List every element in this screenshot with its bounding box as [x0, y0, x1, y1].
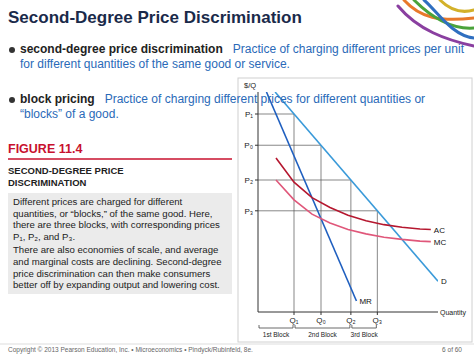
footer-rule — [0, 344, 474, 345]
y-axis — [258, 92, 259, 312]
y-tick — [255, 180, 258, 181]
figure-caption: Different prices are charged for differe… — [8, 193, 232, 294]
series-label: MC — [434, 238, 447, 247]
y-tick-label: P₁ — [245, 110, 253, 119]
chart-frame — [238, 78, 472, 342]
x-axis — [258, 312, 438, 313]
series-group — [266, 92, 438, 301]
block-label: 1st Block — [263, 331, 290, 338]
block-label: 2nd Block — [308, 331, 337, 338]
footer-page: 6 of 60 — [442, 346, 462, 353]
x-tick — [377, 312, 378, 315]
series-line — [275, 92, 438, 281]
y-tick — [255, 145, 258, 146]
price-guides — [258, 114, 377, 312]
x-tick — [294, 312, 295, 315]
bullet: second-degree price discriminationPracti… — [20, 42, 465, 72]
bullet: block pricingPractice of charging differ… — [20, 92, 465, 122]
block-label: 3rd Block — [351, 331, 379, 338]
decor-cable — [440, 0, 474, 11]
y-tick-label: P₃ — [244, 207, 253, 216]
series-label: MR — [359, 297, 372, 306]
x-tick — [350, 312, 351, 315]
block-bracket — [352, 325, 376, 328]
decor-cable — [414, 0, 474, 28]
price-guide — [258, 180, 351, 312]
chart: Q₁ Q₀ Q₂ Q₃ P₁ P₀ P₂ P₃ $/Q Quantity D MR AC MC 1st Bl… — [244, 81, 467, 338]
x-tick-label: Q₂ — [346, 316, 355, 325]
bullet-term: second-degree price discrimination — [20, 42, 223, 56]
x-axis-label: Quantity — [440, 309, 467, 317]
bullet-term: block pricing — [20, 92, 95, 106]
x-tick — [321, 312, 322, 315]
x-tick-label: Q₃ — [373, 316, 382, 325]
footer-copyright: Copyright © 2013 Pearson Education, Inc.… — [8, 346, 253, 353]
price-guide — [258, 145, 321, 312]
y-tick — [255, 114, 258, 115]
y-tick-label: P₂ — [245, 176, 253, 185]
caption-paragraph: There are also economies of scale, and a… — [13, 244, 227, 290]
bullet-dot — [9, 97, 15, 103]
decor-cables — [398, 0, 474, 46]
y-tick — [255, 210, 258, 211]
series-line — [276, 180, 431, 242]
x-tick-label: Q₁ — [290, 316, 299, 325]
block-bracket — [259, 325, 293, 328]
figure-title: SECOND-DEGREE PRICE DISCRIMINATION — [8, 165, 178, 189]
series-line — [276, 158, 431, 230]
x-tick-label: Q₀ — [316, 316, 326, 325]
series-label: AC — [434, 226, 445, 235]
slide-title: Second-Degree Price Discrimination — [8, 8, 302, 28]
y-tick-label: P₀ — [244, 141, 253, 150]
series-label: D — [441, 277, 447, 286]
figure-label: FIGURE 11.4 — [8, 142, 82, 156]
price-guide — [258, 211, 377, 312]
caption-paragraph: Different prices are charged for differe… — [13, 196, 227, 242]
block-bracket — [295, 325, 350, 328]
figure-rule — [8, 158, 232, 160]
bullet-dot — [9, 47, 15, 53]
y-axis-label: $/Q — [244, 81, 256, 90]
